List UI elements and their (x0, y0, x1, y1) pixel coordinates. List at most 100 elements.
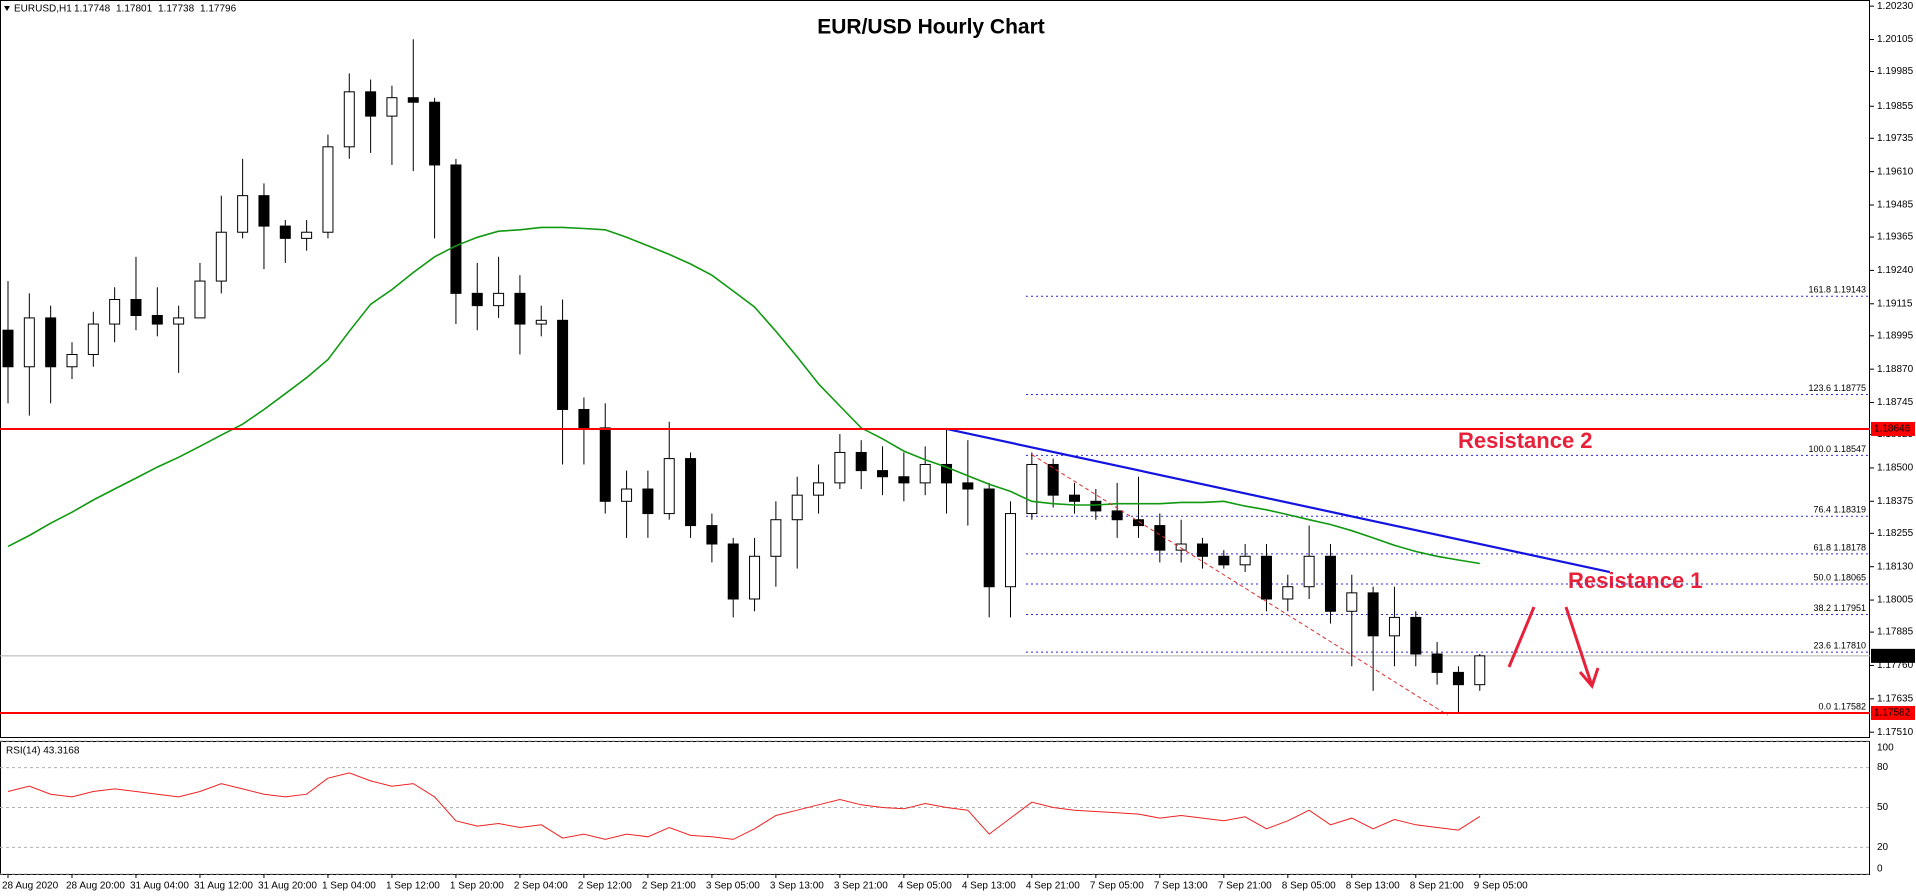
candle-body (109, 298, 121, 325)
fib-label: 161.8 1.19143 (1808, 285, 1866, 295)
candle-body (130, 298, 142, 317)
x-tick-label: 3 Sep 21:00 (834, 881, 888, 892)
candle-body (578, 408, 590, 429)
candle-body (215, 231, 227, 282)
candle-body (877, 470, 889, 478)
candle-body (535, 319, 547, 325)
y-tick-label: 1.19610 (1877, 166, 1914, 177)
x-tick-label: 3 Sep 13:00 (770, 881, 824, 892)
fib-label: 76.4 1.18319 (1813, 505, 1866, 515)
candle-body (87, 323, 99, 355)
candle-body (173, 317, 185, 325)
current-price-box (1871, 648, 1915, 663)
fib-label: 123.6 1.18775 (1808, 383, 1866, 393)
candle-body (407, 97, 419, 103)
x-tick-label: 31 Aug 12:00 (194, 881, 253, 892)
candle-body (471, 292, 483, 307)
candle-body (1474, 655, 1486, 686)
candle-body (514, 292, 526, 325)
candle-body (279, 225, 291, 239)
fib-label: 50.0 1.18065 (1813, 572, 1866, 582)
candle-body (898, 476, 910, 484)
candle-body (727, 543, 739, 600)
high-price: 1.17801 (116, 4, 153, 15)
channel (1031, 454, 1449, 716)
candle-body (1175, 543, 1187, 551)
x-tick-label: 2 Sep 21:00 (642, 881, 696, 892)
current-price-label: 1.17796 (1874, 650, 1911, 661)
x-tick-label: 28 Aug 20:00 (66, 881, 125, 892)
y-tick-label: 1.19985 (1877, 66, 1914, 77)
candle-body (1282, 586, 1294, 600)
fib-label: 61.8 1.18178 (1813, 542, 1866, 552)
moving-average (7, 226, 1480, 565)
x-tick-label: 4 Sep 13:00 (962, 881, 1016, 892)
y-tick-label: 1.19735 (1877, 133, 1914, 144)
candle-body (301, 231, 313, 239)
y-tick-label: 1.17760 (1877, 660, 1914, 671)
fib-label: 100.0 1.18547 (1808, 444, 1866, 454)
x-tick-label: 1 Sep 12:00 (386, 881, 440, 892)
y-tick-label: 0 (1877, 864, 1883, 875)
candle-body (749, 555, 761, 600)
y-tick-label: 1.18255 (1877, 528, 1914, 539)
candle-body (493, 292, 505, 307)
y-tick-label: 1.20105 (1877, 34, 1914, 45)
candle-body (962, 482, 974, 490)
y-tick-label: 1.18375 (1877, 496, 1914, 507)
candle-body (642, 488, 654, 515)
candle-body (2, 329, 14, 368)
x-tick-label: 9 Sep 05:00 (1474, 881, 1528, 892)
chart-title: EUR/USD Hourly Chart (817, 16, 1045, 39)
candle-body (1090, 500, 1102, 512)
y-tick-label: 1.18995 (1877, 330, 1914, 341)
candle-body (365, 91, 377, 117)
candle-body (1196, 543, 1208, 557)
y-tick-label: 1.17885 (1877, 627, 1914, 638)
candle-body (834, 451, 846, 484)
candle-body (1218, 555, 1230, 566)
x-tick-label: 4 Sep 05:00 (898, 881, 952, 892)
candle-body (1154, 525, 1166, 551)
y-tick-label: 1.19485 (1877, 200, 1914, 211)
arrow-head (1578, 667, 1600, 689)
rsi-line (7, 772, 1481, 840)
candle-body (983, 488, 995, 588)
x-tick-label: 3 Sep 05:00 (706, 881, 760, 892)
candle-body (66, 353, 78, 368)
candle-body (386, 97, 398, 117)
candle-body (1367, 592, 1379, 637)
candle-body (941, 463, 953, 484)
candle-body (621, 488, 633, 502)
candle-body (23, 317, 35, 368)
up-arrow (1507, 606, 1536, 668)
x-tick-label: 8 Sep 21:00 (1410, 881, 1464, 892)
candle-body (1324, 555, 1336, 612)
candle-body (1132, 519, 1144, 527)
candle-body (1346, 592, 1358, 612)
x-tick-label: 2 Sep 04:00 (514, 881, 568, 892)
candle-body (1431, 653, 1443, 673)
x-tick-label: 2 Sep 12:00 (578, 881, 632, 892)
price-panel-frame (0, 0, 1870, 738)
header-icon (4, 6, 10, 11)
fib-label: 23.6 1.17810 (1813, 640, 1866, 650)
candle-body (1303, 555, 1315, 588)
down-arrow (1564, 606, 1593, 684)
candle-body (557, 319, 569, 410)
level-box (1871, 421, 1915, 436)
fib-label: 0.0 1.17582 (1818, 701, 1866, 711)
annotation: Resistance 1 (1568, 568, 1703, 593)
low-price: 1.17738 (158, 4, 195, 15)
annotation: Resistance 2 (1458, 428, 1593, 453)
x-tick-label: 8 Sep 05:00 (1282, 881, 1336, 892)
fib-label: 38.2 1.17951 (1813, 603, 1866, 613)
candle-body (770, 519, 782, 557)
y-tick-label: 1.19365 (1877, 232, 1914, 243)
candle-body (343, 91, 355, 148)
candle-body (194, 280, 206, 319)
candle-body (1069, 494, 1080, 502)
candle-body (813, 482, 825, 496)
